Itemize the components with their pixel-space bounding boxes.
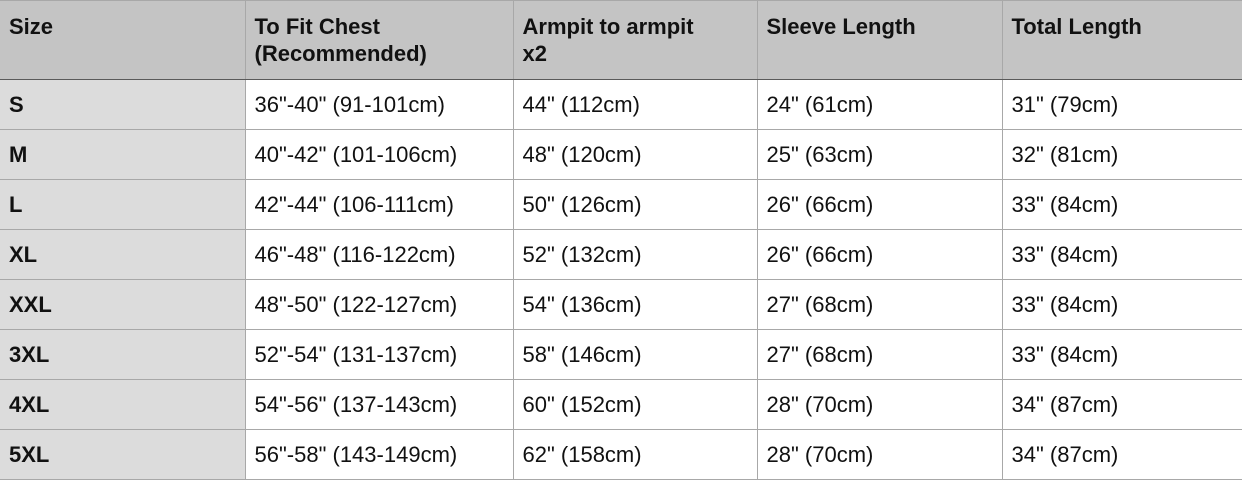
table-row: S 36"-40" (91-101cm) 44" (112cm) 24" (61cm)… [0,79,1242,130]
cell-armpit: 58" (146cm) [512,329,758,380]
cell-sleeve: 26" (66cm) [756,179,1003,230]
cell-chest: 54"-56" (137-143cm) [244,379,514,430]
cell-chest: 48"-50" (122-127cm) [244,279,514,330]
header-text: Armpit to armpit [522,14,694,39]
cell-length: 33" (84cm) [1001,179,1242,230]
cell-length: 32" (81cm) [1001,129,1242,180]
cell-size: 4XL [0,379,246,430]
cell-chest: 46"-48" (116-122cm) [244,229,514,280]
table-row: XXL 48"-50" (122-127cm) 54" (136cm) 27" (68… [0,279,1242,330]
cell-sleeve: 26" (66cm) [756,229,1003,280]
cell-size: M [0,129,246,180]
cell-sleeve: 27" (68cm) [756,279,1003,330]
cell-length: 31" (79cm) [1001,79,1242,130]
cell-length: 33" (84cm) [1001,279,1242,330]
cell-size: 3XL [0,329,246,380]
table-row: M 40"-42" (101-106cm) 48" (120cm) 25" (63cm… [0,129,1242,180]
cell-size: S [0,79,246,130]
cell-armpit: 44" (112cm) [512,79,758,130]
cell-armpit: 48" (120cm) [512,129,758,180]
cell-sleeve: 28" (70cm) [756,429,1003,480]
cell-length: 33" (84cm) [1001,329,1242,380]
table-row: XL 46"-48" (116-122cm) 52" (132cm) 26" (66c… [0,229,1242,280]
cell-armpit: 62" (158cm) [512,429,758,480]
cell-armpit: 54" (136cm) [512,279,758,330]
table-row: 4XL 54"-56" (137-143cm) 60" (152cm) 28" (70… [0,379,1242,430]
table-row: L 42"-44" (106-111cm) 50" (126cm) 26" (66cm… [0,179,1242,230]
cell-sleeve: 27" (68cm) [756,329,1003,380]
table-row: 3XL 52"-54" (131-137cm) 58" (146cm) 27" (68… [0,329,1242,380]
cell-chest: 56"-58" (143-149cm) [244,429,514,480]
header-text: Total Length [1011,14,1142,39]
cell-length: 34" (87cm) [1001,429,1242,480]
cell-sleeve: 28" (70cm) [756,379,1003,430]
header-text: To Fit Chest [254,14,380,39]
column-header-length: Total Length [1001,0,1242,80]
cell-length: 33" (84cm) [1001,229,1242,280]
cell-size: XL [0,229,246,280]
cell-length: 34" (87cm) [1001,379,1242,430]
cell-armpit: 50" (126cm) [512,179,758,230]
table-row: 5XL 56"-58" (143-149cm) 62" (158cm) 28" (70… [0,429,1242,480]
cell-armpit: 52" (132cm) [512,229,758,280]
header-row: Size To Fit Chest (Recommended) Armpit to a… [0,0,1242,80]
cell-size: 5XL [0,429,246,480]
header-text: Sleeve Length [766,14,916,39]
header-text: x2 [522,41,547,66]
column-header-armpit: Armpit to armpit x2 [512,0,758,80]
column-header-chest: To Fit Chest (Recommended) [244,0,514,80]
cell-sleeve: 24" (61cm) [756,79,1003,130]
cell-size: L [0,179,246,230]
cell-sleeve: 25" (63cm) [756,129,1003,180]
cell-chest: 40"-42" (101-106cm) [244,129,514,180]
column-header-size: Size [0,0,246,80]
cell-chest: 42"-44" (106-111cm) [244,179,514,230]
cell-armpit: 60" (152cm) [512,379,758,430]
column-header-sleeve: Sleeve Length [756,0,1003,80]
cell-size: XXL [0,279,246,330]
header-text: (Recommended) [254,41,427,66]
cell-chest: 52"-54" (131-137cm) [244,329,514,380]
header-text: Size [9,14,54,39]
cell-chest: 36"-40" (91-101cm) [244,79,514,130]
